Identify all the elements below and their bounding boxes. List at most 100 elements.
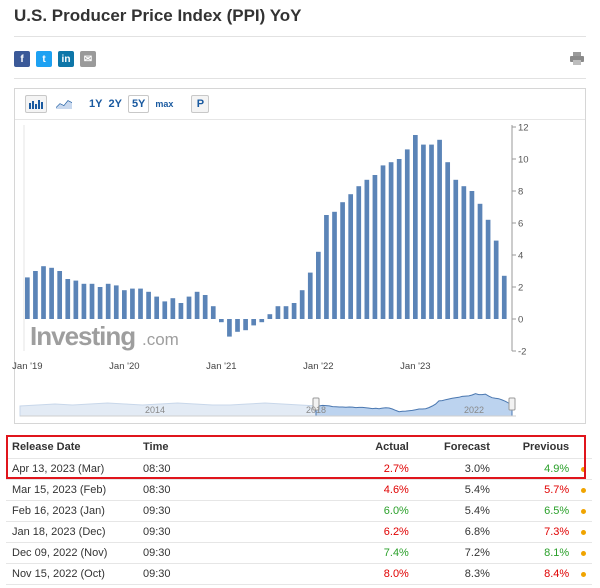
- y-tick-label: 10: [518, 155, 529, 166]
- chart-toolbar: 1Y 2Y 5Y max P: [25, 95, 215, 113]
- bar: [275, 306, 281, 319]
- bar-chart-button[interactable]: [25, 95, 47, 113]
- watermark: Investing: [30, 321, 135, 351]
- table-header-row: Release Date Time Actual Forecast Previo…: [6, 436, 592, 459]
- release-date-cell: Mar 15, 2023 (Feb): [6, 479, 137, 501]
- range-1y-button[interactable]: 1Y: [89, 98, 103, 110]
- release-date-cell: Feb 16, 2023 (Jan): [6, 500, 137, 522]
- bar: [57, 271, 63, 319]
- actual-cell: 2.7%: [281, 458, 409, 480]
- time-cell: 09:30: [137, 563, 282, 585]
- bar: [25, 277, 30, 319]
- time-cell: 09:30: [137, 521, 282, 543]
- bar: [227, 319, 232, 337]
- header-release-date: Release Date: [6, 436, 137, 459]
- range-2y-button[interactable]: 2Y: [108, 98, 122, 110]
- actual-cell: 4.6%: [281, 479, 409, 501]
- x-tick-label: Jan '22: [303, 361, 333, 372]
- bar: [413, 135, 418, 319]
- bar: [178, 303, 184, 319]
- previous-cell: 4.9%: [489, 458, 570, 480]
- release-date-cell: Nov 15, 2022 (Oct): [6, 563, 137, 585]
- forecast-cell: 5.4%: [408, 479, 490, 501]
- actual-cell: 6.2%: [281, 521, 409, 543]
- bar: [194, 291, 200, 319]
- twitter-share-button[interactable]: t: [36, 51, 52, 67]
- bar: [348, 194, 354, 319]
- bar: [122, 290, 127, 319]
- bar: [380, 165, 386, 319]
- divider: [15, 119, 585, 120]
- dot-icon: [581, 509, 587, 514]
- range-max-button[interactable]: max: [155, 99, 174, 109]
- forecast-cell: 3.0%: [408, 458, 490, 480]
- bar: [186, 296, 192, 319]
- actual-cell: 8.0%: [281, 563, 409, 585]
- bar: [154, 296, 160, 319]
- area-chart-button[interactable]: [53, 95, 75, 113]
- table-row: Nov 15, 2022 (Oct) 09:30 8.0% 8.3% 8.4%: [6, 563, 592, 585]
- previous-cell: 6.5%: [489, 500, 570, 522]
- navigator-left-handle[interactable]: [312, 397, 320, 411]
- email-share-button[interactable]: ✉: [80, 51, 96, 67]
- facebook-icon: f: [20, 53, 24, 65]
- time-cell: 09:30: [137, 542, 282, 564]
- navigator-selected-area: [315, 393, 513, 417]
- bar: [219, 319, 224, 323]
- bar: [372, 175, 378, 319]
- status-dot: [569, 500, 592, 522]
- y-tick-label: 2: [518, 283, 523, 294]
- release-date-cell: Jan 18, 2023 (Dec): [6, 521, 137, 543]
- bar: [267, 314, 273, 319]
- dot-icon: [581, 572, 587, 577]
- bar-chart-icon: [29, 100, 43, 109]
- range-5y-button[interactable]: 5Y: [127, 95, 150, 113]
- linkedin-share-button[interactable]: in: [58, 51, 74, 67]
- time-cell: 08:30: [137, 479, 282, 501]
- y-tick-label: 8: [518, 187, 523, 198]
- ppi-bar-chart: -2 0 2 4 6 8 10 12 Investing .com Jan '19 Jan '20 Ja…: [12, 123, 529, 417]
- header-spacer: [569, 436, 592, 459]
- bar: [243, 319, 248, 331]
- bar: [291, 303, 297, 319]
- status-dot: [569, 521, 592, 543]
- p-button[interactable]: P: [191, 95, 210, 113]
- bar: [138, 288, 143, 319]
- navigator-right-handle[interactable]: [508, 397, 516, 411]
- chart-container: [14, 88, 586, 424]
- dot-icon: [581, 488, 587, 493]
- header-time: Time: [137, 436, 282, 459]
- bar: [162, 301, 168, 319]
- y-tick-label: 12: [518, 123, 529, 134]
- bar: [501, 275, 507, 319]
- printer-icon[interactable]: [570, 52, 584, 65]
- bar: [235, 319, 240, 332]
- previous-cell: 7.3%: [489, 521, 570, 543]
- bar: [437, 139, 442, 319]
- bar: [81, 283, 87, 319]
- divider: [14, 78, 586, 79]
- bar: [477, 203, 483, 319]
- bar: [364, 179, 370, 319]
- twitter-icon: t: [42, 53, 46, 65]
- bar: [65, 279, 71, 319]
- bar: [469, 191, 475, 319]
- bar: [113, 285, 119, 319]
- divider: [14, 36, 586, 37]
- bar: [73, 280, 79, 319]
- release-date-cell: Apr 13, 2023 (Mar): [6, 458, 137, 480]
- y-tick-label: 4: [518, 251, 523, 262]
- bar: [97, 287, 103, 319]
- bar: [421, 144, 426, 319]
- bar: [146, 291, 151, 319]
- time-cell: 08:30: [137, 458, 282, 480]
- bar: [404, 149, 410, 319]
- table-row: Dec 09, 2022 (Nov) 09:30 7.4% 7.2% 8.1%: [6, 542, 592, 564]
- facebook-share-button[interactable]: f: [14, 51, 30, 67]
- x-tick-label: Jan '19: [12, 361, 42, 372]
- bar: [493, 240, 499, 319]
- actual-cell: 6.0%: [281, 500, 409, 522]
- bar: [105, 283, 111, 319]
- y-tick-label: -2: [518, 347, 526, 358]
- bar: [396, 159, 402, 319]
